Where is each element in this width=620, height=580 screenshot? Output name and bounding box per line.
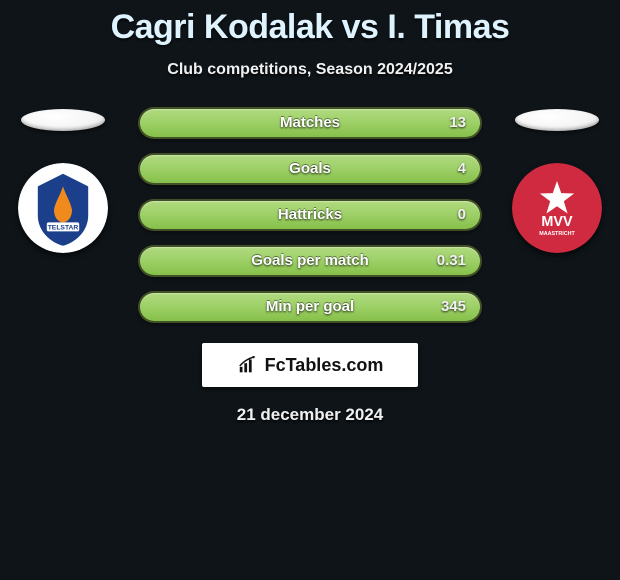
stat-label: Goals [140,155,480,183]
subtitle: Club competitions, Season 2024/2025 [0,61,620,79]
stat-value-right: 345 [441,293,466,321]
stat-row: Goals per match0.31 [140,247,480,275]
svg-text:MVV: MVV [541,214,573,230]
stat-label: Goals per match [140,247,480,275]
date-text: 21 december 2024 [0,405,620,425]
left-team-crest: TELSTAR [18,163,108,253]
svg-text:MAASTRICHT: MAASTRICHT [539,231,575,237]
stat-row: Goals4 [140,155,480,183]
stat-row: Matches13 [140,109,480,137]
stat-label: Matches [140,109,480,137]
left-oval-marker [21,109,105,131]
svg-text:TELSTAR: TELSTAR [48,225,79,232]
right-oval-marker [515,109,599,131]
page-title: Cagri Kodalak vs I. Timas [0,0,620,47]
brand-text: FcTables.com [265,355,384,376]
comparison-area: TELSTAR MVV MAASTRICHT Matches13 Goals4 Ha… [0,109,620,425]
stat-row: Hattricks0 [140,201,480,229]
stat-value-right: 13 [449,109,466,137]
stat-value-right: 0.31 [437,247,466,275]
stat-label: Min per goal [140,293,480,321]
stat-row: Min per goal345 [140,293,480,321]
stats-list: Matches13 Goals4 Hattricks0 Goals per match… [140,109,480,321]
chart-bars-icon [237,354,259,376]
right-team-crest: MVV MAASTRICHT [512,163,602,253]
stat-value-right: 0 [458,201,466,229]
stat-label: Hattricks [140,201,480,229]
brand-box[interactable]: FcTables.com [202,343,418,387]
left-team-area: TELSTAR [18,109,108,253]
right-team-area: MVV MAASTRICHT [512,109,602,253]
stat-value-right: 4 [458,155,466,183]
